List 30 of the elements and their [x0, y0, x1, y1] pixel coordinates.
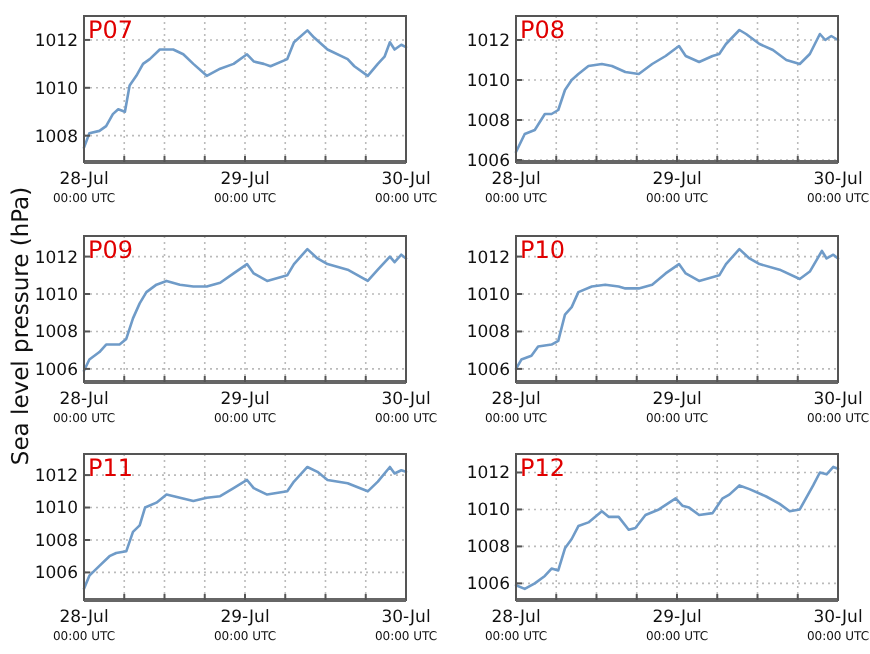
chart-title: P08	[520, 16, 566, 44]
y-tick-label: 1006	[466, 575, 510, 596]
y-tick-label: 1008	[466, 111, 510, 132]
y-tick-label: 1010	[34, 499, 78, 520]
y-axis-title: Sea level pressure (hPa)	[6, 186, 34, 466]
y-tick-label: 1008	[466, 323, 510, 344]
chart-title: P09	[88, 236, 134, 264]
y-tick-label: 1012	[34, 467, 78, 488]
y-tick-label: 1010	[466, 71, 510, 92]
y-tick-label: 1012	[466, 31, 510, 52]
y-tick-label: 1008	[34, 531, 78, 552]
y-tick-label: 1012	[34, 31, 78, 52]
y-tick-label: 1012	[466, 248, 510, 269]
y-tick-label: 1010	[466, 501, 510, 522]
y-tick-label: 1008	[34, 127, 78, 148]
chart-title: P12	[520, 454, 566, 482]
y-tick-label: 1010	[466, 285, 510, 306]
y-tick-label: 1012	[466, 464, 510, 485]
chart-title: P11	[88, 454, 134, 482]
chart-title: P10	[520, 236, 566, 264]
y-tick-label: 1006	[466, 151, 510, 172]
chart-title: P07	[88, 16, 134, 44]
y-tick-label: 1006	[466, 360, 510, 381]
y-tick-label: 1006	[34, 360, 78, 381]
y-tick-label: 1008	[34, 323, 78, 344]
y-tick-label: 1012	[34, 248, 78, 269]
y-tick-label: 1010	[34, 79, 78, 100]
y-tick-label: 1010	[34, 285, 78, 306]
y-tick-label: 1006	[34, 564, 78, 585]
y-tick-label: 1008	[466, 538, 510, 559]
